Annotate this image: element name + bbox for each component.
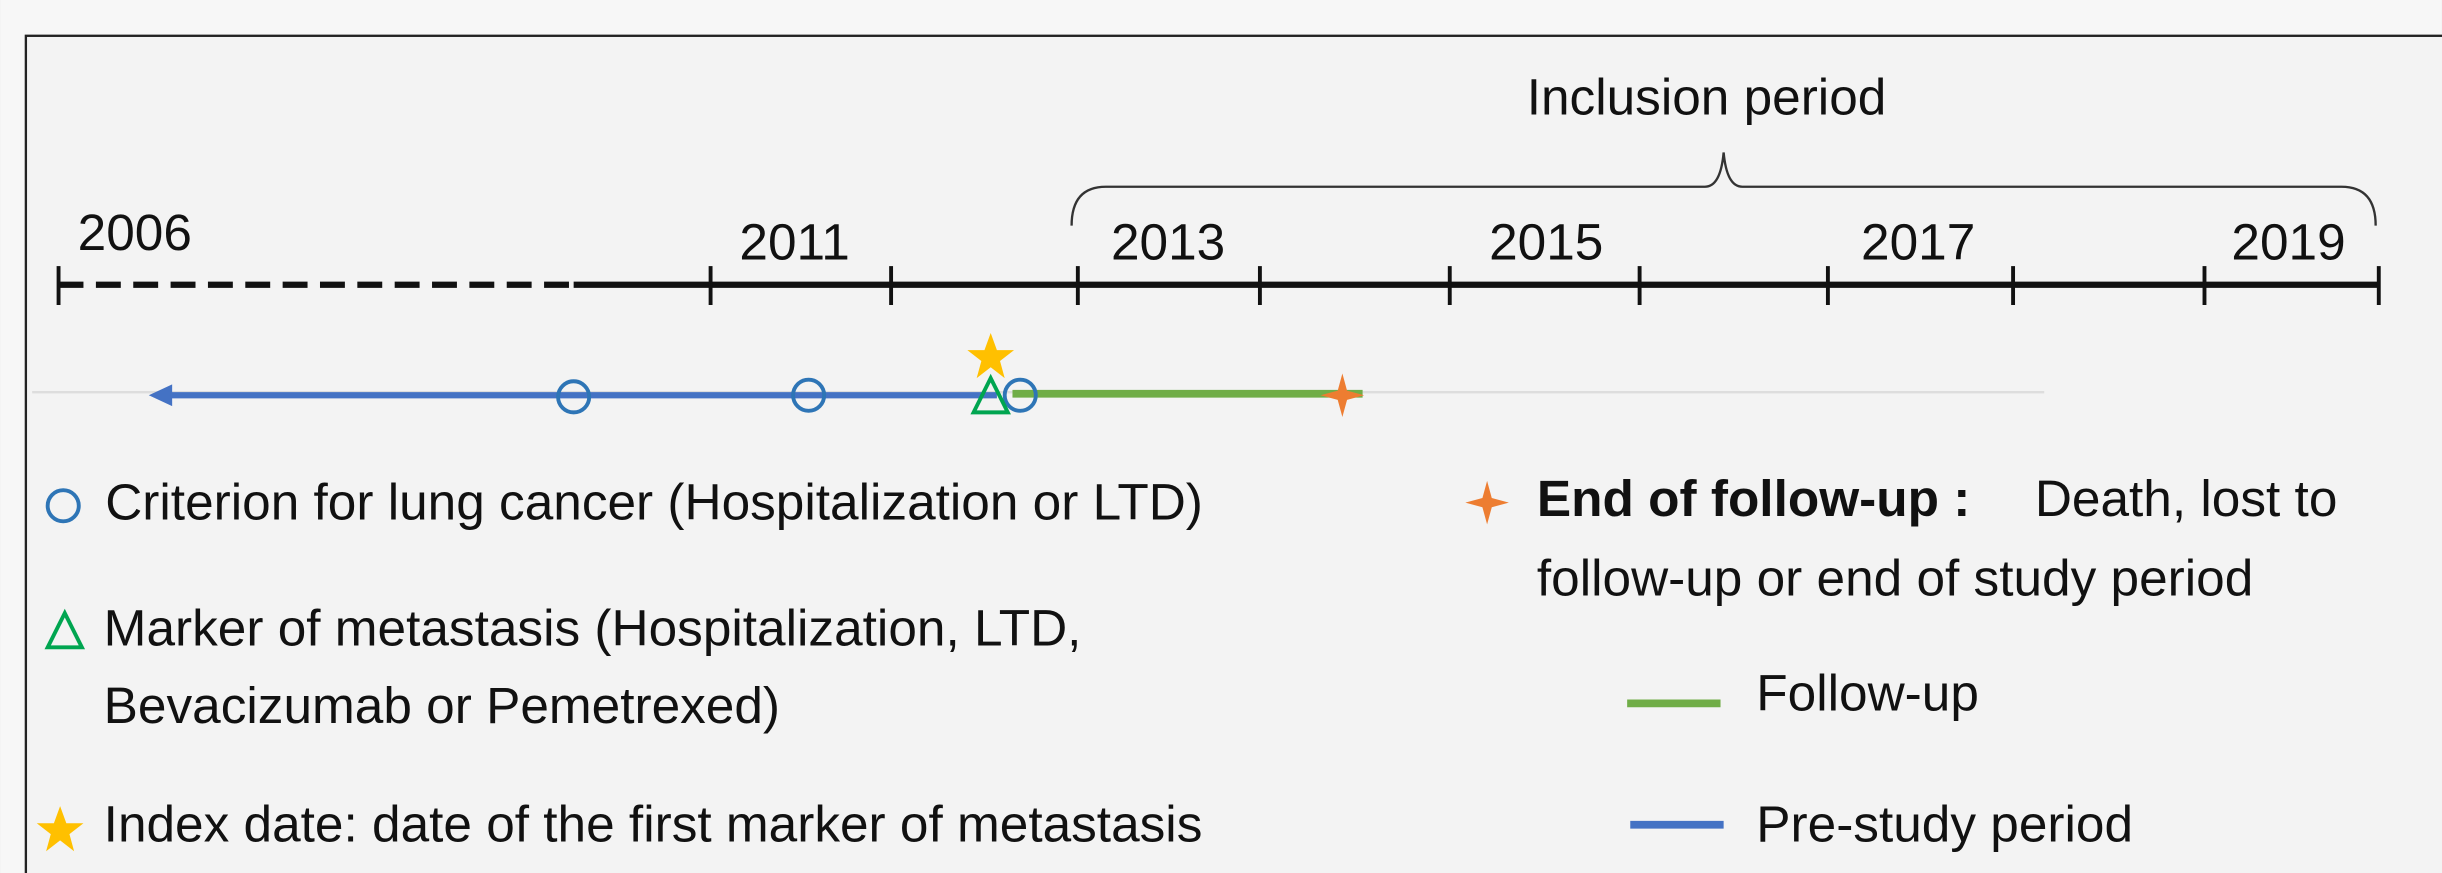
index-star <box>967 333 1015 379</box>
legend-text: Follow-up <box>1756 665 1979 722</box>
legend-text: Index date: date of the first marker of … <box>104 795 1203 852</box>
inclusion-brace <box>1070 152 2377 226</box>
end-marker <box>1320 373 1365 418</box>
legend-text: Death, lost to <box>2035 470 2338 527</box>
frame <box>24 34 2442 873</box>
legend-triangle <box>44 608 86 650</box>
year-label: 2019 <box>2231 213 2345 270</box>
legend-text: follow-up or end of study period <box>1537 550 2253 607</box>
year-label: 2011 <box>739 213 849 270</box>
year-label: 2015 <box>1489 213 1603 270</box>
year-label: 2013 <box>1111 213 1225 270</box>
legend-text: Criterion for lung cancer (Hospitalizati… <box>105 473 1203 530</box>
criterion-marker <box>791 377 827 413</box>
legend-circle <box>45 488 81 524</box>
year-label: 2006 <box>78 204 192 261</box>
criterion-marker <box>1002 377 1038 413</box>
criterion-marker <box>556 379 592 415</box>
legend-text: Bevacizumab or Pemetrexed) <box>104 677 780 734</box>
legend-text: Pre-study period <box>1756 795 2133 852</box>
year-label: 2017 <box>1861 213 1975 270</box>
legend-end-marker <box>1465 480 1509 525</box>
legend-text: Marker of metastasis (Hospitalization, L… <box>104 599 1082 656</box>
arrow-head <box>148 384 173 407</box>
metastasis-marker <box>970 373 1011 415</box>
inclusion-title: Inclusion period <box>1527 69 1887 126</box>
legend-star <box>36 806 84 852</box>
axis-ticks <box>56 266 2381 306</box>
legend-text-bold: End of follow-up : <box>1537 470 1970 527</box>
